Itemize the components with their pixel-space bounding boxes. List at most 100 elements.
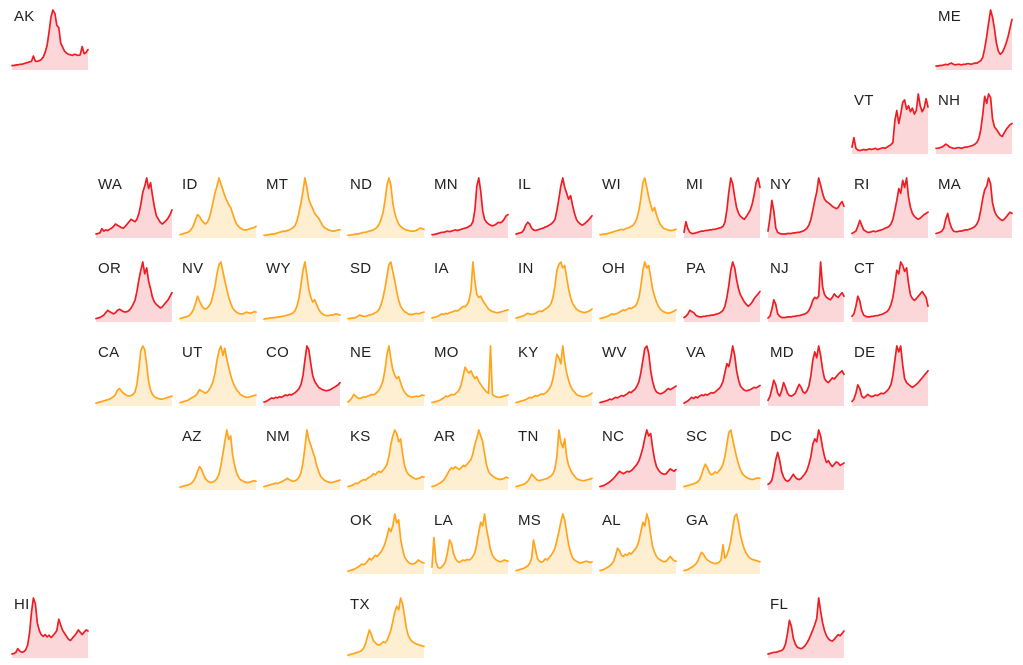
trend-sparkline-ca	[95, 345, 173, 406]
state-tile-tn: TN	[515, 428, 594, 490]
state-label-mn: MN	[434, 176, 458, 193]
trend-area-fill	[852, 178, 928, 238]
state-tile-mo: MO	[431, 344, 510, 406]
trend-area-fill	[768, 178, 844, 238]
trend-line	[263, 345, 341, 403]
trend-sparkline-co	[263, 345, 341, 406]
state-label-ar: AR	[434, 428, 456, 445]
trend-line	[11, 9, 89, 67]
trend-line	[431, 261, 509, 319]
trend-line	[767, 429, 845, 486]
state-tile-id: ID	[179, 176, 258, 238]
trend-line	[179, 261, 257, 320]
state-label-oh: OH	[602, 260, 626, 277]
state-label-sc: SC	[686, 428, 708, 445]
state-label-ok: OK	[350, 512, 373, 529]
trend-area-fill	[348, 346, 424, 406]
trend-line	[683, 429, 761, 488]
trend-line	[347, 177, 425, 237]
trend-sparkline-fl	[767, 597, 845, 658]
trend-sparkline-vt	[851, 93, 929, 154]
trend-sparkline-mi	[683, 177, 761, 238]
trend-area-fill	[684, 430, 760, 490]
trend-sparkline-az	[179, 429, 257, 490]
state-label-sd: SD	[350, 260, 372, 277]
trend-area-fill	[600, 178, 676, 238]
trend-line	[347, 513, 425, 573]
trend-area-fill	[96, 262, 172, 322]
trend-sparkline-ri	[851, 177, 929, 238]
trend-line	[263, 429, 341, 488]
trend-area-fill	[684, 514, 760, 574]
state-label-tn: TN	[518, 428, 539, 445]
trend-area-fill	[684, 262, 760, 322]
trend-sparkline-nm	[263, 429, 341, 490]
trend-sparkline-ia	[431, 261, 509, 322]
state-tile-ct: CT	[851, 260, 930, 322]
state-label-wi: WI	[602, 176, 621, 193]
state-label-nv: NV	[182, 260, 204, 277]
state-tile-me: ME	[935, 8, 1014, 70]
trend-line	[767, 177, 845, 235]
trend-line	[851, 93, 929, 152]
trend-line	[179, 429, 257, 489]
state-tile-tx: TX	[347, 596, 426, 658]
state-label-co: CO	[266, 344, 290, 361]
state-tile-nh: NH	[935, 92, 1014, 154]
trend-sparkline-ms	[515, 513, 593, 574]
trend-sparkline-or	[95, 261, 173, 322]
state-tile-wv: WV	[599, 344, 678, 406]
trend-sparkline-ak	[11, 9, 89, 70]
trend-line	[515, 513, 593, 572]
trend-area-fill	[600, 346, 676, 406]
state-label-ct: CT	[854, 260, 875, 277]
state-tile-wi: WI	[599, 176, 678, 238]
trend-line	[431, 429, 509, 488]
state-tile-or: OR	[95, 260, 174, 322]
state-tile-sc: SC	[683, 428, 762, 490]
trend-line	[599, 177, 677, 236]
state-tile-az: AZ	[179, 428, 258, 490]
state-label-ri: RI	[854, 176, 870, 193]
state-label-ny: NY	[770, 176, 792, 193]
trend-sparkline-mt	[263, 177, 341, 238]
state-label-pa: PA	[686, 260, 706, 277]
trend-area-fill	[180, 178, 256, 238]
state-label-in: IN	[518, 260, 534, 277]
state-label-me: ME	[938, 8, 962, 25]
trend-area-fill	[684, 178, 760, 238]
trend-sparkline-nh	[935, 93, 1013, 154]
state-label-id: ID	[182, 176, 198, 193]
state-tile-mt: MT	[263, 176, 342, 238]
state-label-ca: CA	[98, 344, 120, 361]
trend-area-fill	[348, 262, 424, 322]
trend-line	[851, 177, 929, 235]
trend-line	[263, 177, 341, 237]
state-tile-dc: DC	[767, 428, 846, 490]
state-tile-mn: MN	[431, 176, 510, 238]
trend-sparkline-tn	[515, 429, 593, 490]
trend-sparkline-wv	[599, 345, 677, 406]
trend-line	[515, 345, 593, 404]
state-tile-ne: NE	[347, 344, 426, 406]
trend-sparkline-me	[935, 9, 1013, 70]
trend-area-fill	[852, 262, 928, 322]
trend-area-fill	[96, 178, 172, 238]
state-tile-ut: UT	[179, 344, 258, 406]
state-tile-il: IL	[515, 176, 594, 238]
state-label-wy: WY	[266, 260, 291, 277]
state-label-az: AZ	[182, 428, 202, 445]
trend-sparkline-tx	[347, 597, 425, 658]
trend-line	[95, 261, 173, 320]
trend-area-fill	[180, 262, 256, 322]
state-label-mo: MO	[434, 344, 459, 361]
state-label-nd: ND	[350, 176, 373, 193]
trend-sparkline-nd	[347, 177, 425, 238]
trend-area-fill	[432, 514, 508, 574]
state-label-ak: AK	[14, 8, 35, 25]
trend-sparkline-ok	[347, 513, 425, 574]
trend-line	[95, 177, 173, 235]
trend-sparkline-ut	[179, 345, 257, 406]
trend-line	[11, 597, 89, 655]
